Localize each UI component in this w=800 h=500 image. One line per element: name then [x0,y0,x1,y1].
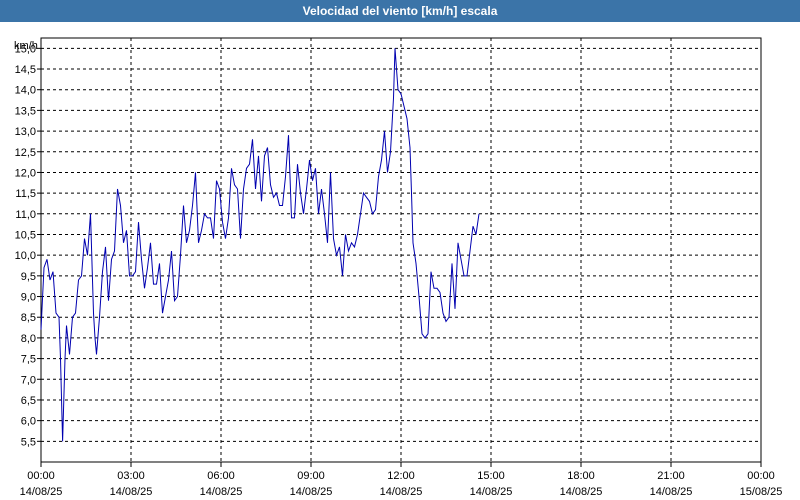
y-axis-unit-label: km/h [14,40,38,52]
y-tick-label: 10,5 [15,229,36,241]
y-tick-label: 8,0 [21,333,36,345]
y-tick-label: 9,5 [21,271,36,283]
x-tick-date-label: 14/08/25 [380,486,423,498]
y-tick-label: 11,0 [15,209,36,221]
y-tick-label: 9,0 [21,292,36,304]
x-tick-date-label: 14/08/25 [470,486,513,498]
x-tick-time-label: 15:00 [477,470,505,482]
tick-labels: 5,5 6,0 6,5 7,0 7,5 8,0 8,5 9,0 9,5 10,0 10,5 11,0 1… [15,43,783,498]
y-tick-label: 10,0 [15,250,36,262]
x-tick-time-label: 12:00 [387,470,415,482]
x-tick-time-label: 18:00 [567,470,595,482]
y-tick-label: 6,5 [21,395,36,407]
chart-title: Velocidad del viento [km/h] escala [0,0,800,22]
x-tick-time-label: 09:00 [297,470,325,482]
x-tick-date-label: 14/08/25 [290,486,333,498]
y-tick-label: 12,5 [15,147,36,159]
x-tick-time-label: 03:00 [117,470,145,482]
y-tick-label: 14,0 [15,85,36,97]
y-tick-label: 12,0 [15,167,36,179]
x-tick-time-label: 00:00 [747,470,775,482]
y-tick-label: 8,5 [21,312,36,324]
y-tick-label: 13,0 [15,126,36,138]
y-tick-label: 5,5 [21,436,36,448]
y-tick-label: 11,5 [15,188,36,200]
x-tick-date-label: 14/08/25 [650,486,693,498]
y-tick-label: 7,5 [21,354,36,366]
y-tick-label: 14,5 [15,64,36,76]
y-tick-label: 7,0 [21,374,36,386]
wind-speed-series-line [40,48,480,442]
x-tick-date-label: 14/08/25 [200,486,243,498]
x-tick-date-label: 14/08/25 [20,486,63,498]
x-tick-time-label: 21:00 [657,470,685,482]
x-tick-date-label: 14/08/25 [110,486,153,498]
y-tick-label: 15,0 [15,43,36,55]
plot-frame [40,37,762,463]
grid [41,38,761,462]
axes [37,37,762,467]
x-tick-time-label: 06:00 [207,470,235,482]
x-tick-time-label: 00:00 [27,470,55,482]
x-tick-date-label: 14/08/25 [560,486,603,498]
y-tick-label: 6,0 [21,416,36,428]
y-tick-label: 13,5 [15,105,36,117]
series-layer [40,48,480,442]
x-tick-date-label: 15/08/25 [740,486,783,498]
